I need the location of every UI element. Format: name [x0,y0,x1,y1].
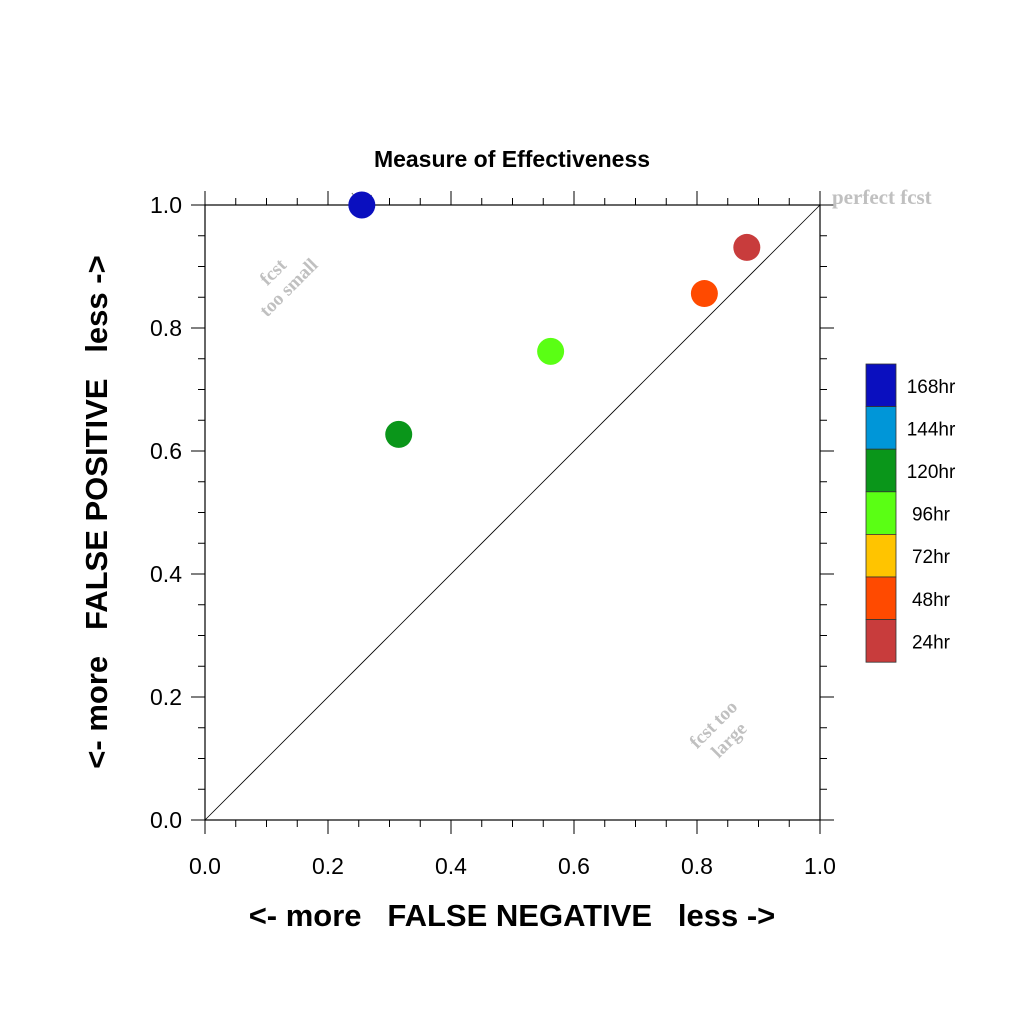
data-point-24hr [733,233,761,261]
legend-swatch-120hr [865,448,897,493]
legend-swatch-144hr [865,406,897,450]
legend-swatch-96hr [865,491,897,535]
x-tick-label: 1.0 [804,853,836,879]
data-point-168hr [348,191,376,219]
y-tick-label: 0.6 [150,438,182,464]
legend-swatch-24hr [865,619,897,663]
legend: 168hr 144hr 120hr 96hr 72hr 48hr 24hr [865,363,956,663]
legend-label-120hr: 120hr [907,462,956,483]
x-tick-label: 0.2 [312,853,344,879]
legend-swatch-168hr [865,363,897,407]
x-tick-label: 0.6 [558,853,590,879]
legend-label-72hr: 72hr [912,547,951,568]
y-tick-label: 0.4 [150,561,182,587]
legend-label-144hr: 144hr [907,419,956,440]
x-axis-label: <- more FALSE NEGATIVE less -> [249,898,776,933]
legend-label-24hr: 24hr [912,632,951,653]
data-point-120hr [385,420,413,448]
legend-swatch-72hr [865,534,897,578]
legend-swatch-48hr [865,576,897,620]
y-axis-label: <- more FALSE POSITIVE less -> [79,255,114,768]
data-points [348,191,761,448]
x-tick-label: 0.0 [189,853,221,879]
plot-frame: 0.0 0.2 0.4 0.6 0.8 1.0 0.0 0.2 0.4 0.6 0.8 1.0 [150,191,836,879]
x-tick-label: 0.4 [435,853,467,879]
x-tick-label: 0.8 [681,853,713,879]
y-tick-label: 0.8 [150,315,182,341]
annotation-perfect-fcst: perfect fcst [832,185,932,209]
y-tick-label: 0.0 [150,807,182,833]
diagonal-line [204,204,821,821]
legend-label-96hr: 96hr [912,505,951,526]
chart-title: Measure of Effectiveness [374,146,650,172]
data-point-96hr [537,337,565,365]
y-tick-label: 0.2 [150,684,182,710]
legend-label-48hr: 48hr [912,590,951,611]
legend-label-168hr: 168hr [907,377,956,398]
data-point-48hr [690,280,718,308]
y-tick-label: 1.0 [150,192,182,218]
